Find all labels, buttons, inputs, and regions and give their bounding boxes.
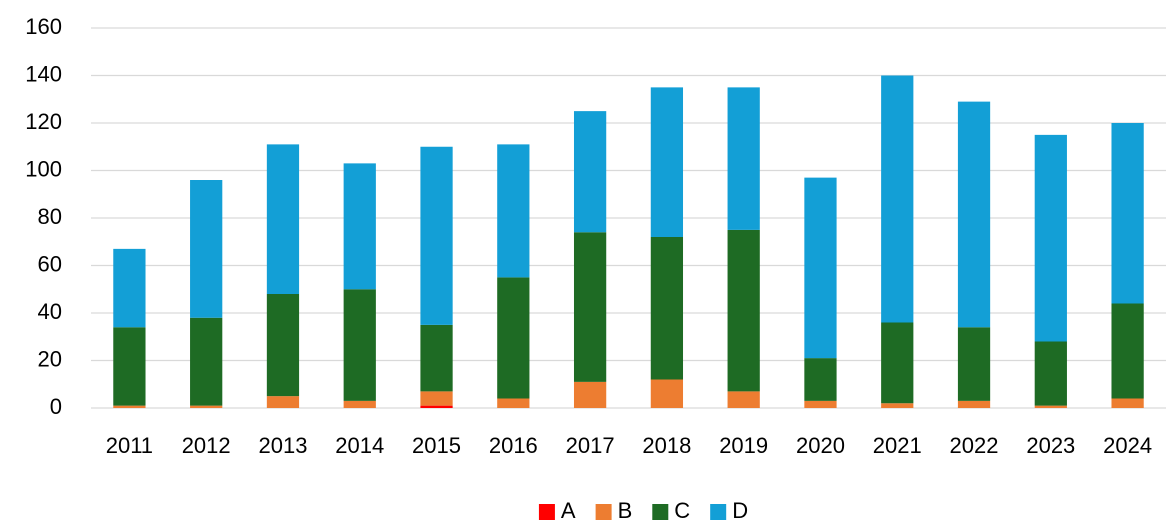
legend-swatch [652,504,669,520]
bar-segment [957,101,991,328]
bar-segment [343,289,376,401]
x-tick-label: 2022 [950,433,999,458]
legend-label: D [732,498,748,523]
bar-segment [1034,341,1067,406]
bar-segment [727,391,760,408]
legend-swatch [538,504,555,520]
legend-label: A [561,498,576,523]
bar-segment [650,379,684,408]
bar-segment [804,177,837,359]
x-tick-label: 2019 [719,433,768,458]
bar-segment [957,400,991,408]
bar-segment [420,324,453,392]
bar-segment [497,277,530,399]
x-tick-label: 2018 [642,433,691,458]
bar-segment [881,322,914,404]
legend-swatch [710,504,727,520]
bar-segment [804,400,837,408]
y-tick-label: 160 [25,14,62,39]
bar-segment [1111,398,1144,408]
bar-segment [881,403,914,408]
bar-segment [497,398,530,408]
bar-segment [420,146,453,325]
y-tick-label: 140 [25,61,62,86]
x-tick-label: 2020 [796,433,845,458]
bar-segment [573,111,607,233]
bar-segment [113,248,146,328]
x-tick-label: 2024 [1103,433,1152,458]
bar-segment [190,317,223,406]
y-tick-label: 120 [25,109,62,134]
bar-segment [727,87,760,230]
legend-swatch [595,504,612,520]
bar-segment [1034,405,1067,408]
legend-label: C [674,498,690,523]
x-tick-label: 2017 [566,433,615,458]
bar-segment [650,237,684,380]
x-tick-label: 2016 [489,433,538,458]
bar-segment [804,358,837,401]
y-tick-label: 0 [50,394,62,419]
x-tick-label: 2013 [258,433,307,458]
bar-segment [1111,303,1144,399]
y-tick-label: 40 [38,299,62,324]
x-tick-label: 2011 [106,433,153,458]
x-tick-label: 2015 [412,433,461,458]
x-tick-label: 2014 [335,433,384,458]
y-tick-label: 20 [38,346,62,371]
bar-segment [113,327,146,406]
bar-segment [420,391,453,406]
bar-segment [957,327,991,401]
x-tick-label: 2023 [1026,433,1075,458]
bar-segment [573,232,607,382]
bar-segment [343,163,376,290]
bar-segment [266,294,300,397]
y-tick-label: 60 [38,251,62,276]
bar-segment [881,75,914,323]
bar-segment [727,229,760,392]
legend-label: B [618,498,633,523]
bar-segment [497,144,530,278]
bar-segment [1034,134,1067,342]
bar-segment [190,180,223,318]
bar-segment [420,405,453,408]
x-tick-label: 2021 [873,433,922,458]
bar-segment [266,396,300,408]
y-tick-label: 80 [38,204,62,229]
y-tick-label: 100 [25,156,62,181]
bar-segment [266,144,300,294]
bar-segment [650,87,684,237]
bar-segment [190,405,223,408]
bar-segment [573,381,607,408]
bar-segment [343,400,376,408]
bar-segment [1111,123,1144,304]
bar-segment [113,405,146,408]
x-tick-label: 2012 [182,433,231,458]
